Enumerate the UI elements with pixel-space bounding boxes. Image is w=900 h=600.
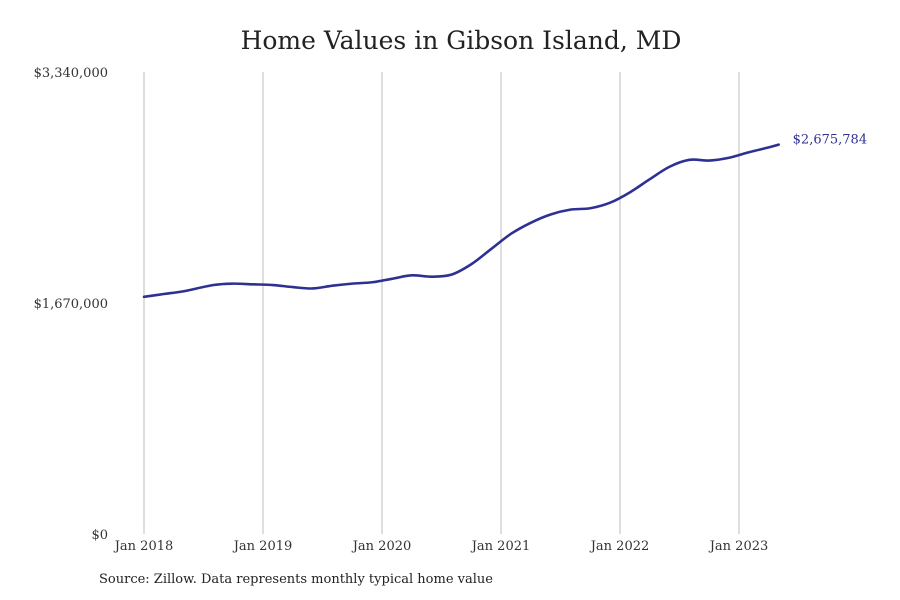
series-line bbox=[142, 143, 780, 299]
x-axis-ticks: Jan 2018 Jan 2019 Jan 2020 Jan 2021 Jan 2022… bbox=[113, 539, 769, 554]
chart-title: Home Values in Gibson Island, MD bbox=[240, 26, 682, 55]
y-tick-label: $1,670,000 bbox=[34, 297, 108, 312]
end-value-label: $2,675,784 bbox=[793, 133, 867, 148]
x-tick-label: Jan 2020 bbox=[351, 539, 412, 554]
grid-lines bbox=[143, 72, 740, 534]
y-tick-label: $0 bbox=[91, 528, 108, 543]
x-tick-label: Jan 2023 bbox=[708, 539, 769, 554]
x-tick-label: Jan 2019 bbox=[232, 539, 293, 554]
y-axis-ticks: $0 $1,670,000 $3,340,000 bbox=[34, 66, 108, 543]
x-tick-label: Jan 2022 bbox=[589, 539, 650, 554]
y-tick-label: $3,340,000 bbox=[34, 66, 108, 81]
source-note: Source: Zillow. Data represents monthly … bbox=[99, 572, 493, 587]
x-tick-label: Jan 2018 bbox=[113, 539, 174, 554]
x-tick-label: Jan 2021 bbox=[470, 539, 531, 554]
